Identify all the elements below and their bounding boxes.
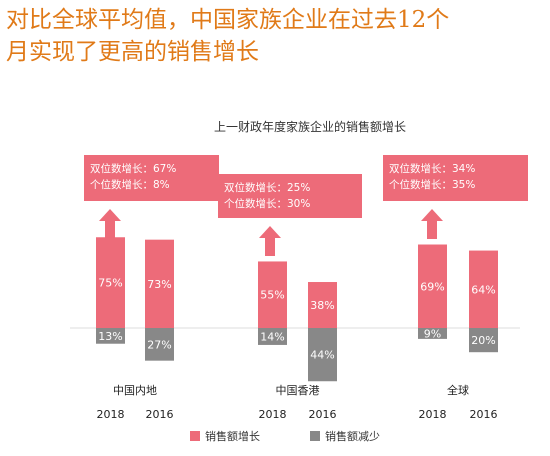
callout-text: 个位数增长：8% <box>90 178 170 191</box>
bar-increase-label: 38% <box>310 299 334 312</box>
bar-increase <box>308 282 337 328</box>
bar-decrease-label: 14% <box>260 330 284 343</box>
group-label: 中国内地 <box>113 383 157 397</box>
headline-line-2: 月实现了更高的销售增长 <box>6 39 259 65</box>
year-label: 2016 <box>146 408 174 421</box>
callout-box <box>218 174 362 218</box>
bar-decrease-label: 9% <box>424 327 441 340</box>
legend-label: 销售额增长 <box>205 429 260 443</box>
callout-text: 双位数增长：34% <box>389 162 475 175</box>
bar-decrease-label: 20% <box>471 334 495 347</box>
bar-increase-label: 64% <box>471 283 495 296</box>
bar-decrease <box>96 328 125 344</box>
headline: 对比全球平均值，中国家族企业在过去12个 月实现了更高的销售增长 <box>6 4 546 68</box>
legend-swatch <box>190 431 200 441</box>
bar-increase <box>258 261 287 328</box>
growth-arrow <box>259 226 281 256</box>
bar-decrease <box>308 328 337 382</box>
bar-decrease <box>145 328 174 361</box>
year-label: 2018 <box>419 408 447 421</box>
year-label: 2016 <box>470 408 498 421</box>
legend-swatch <box>310 431 320 441</box>
growth-arrow <box>99 209 121 239</box>
legend-label: 销售额减少 <box>325 429 380 443</box>
bar-increase-label: 75% <box>98 277 122 290</box>
bar-increase <box>96 237 125 328</box>
callout-text: 双位数增长：67% <box>90 162 176 175</box>
callout-text: 双位数增长：25% <box>224 181 310 194</box>
bar-decrease <box>418 328 447 339</box>
group-label: 全球 <box>447 383 469 397</box>
group-label: 中国香港 <box>276 384 320 397</box>
year-label: 2018 <box>97 408 125 421</box>
bar-decrease-label: 27% <box>147 338 171 351</box>
growth-arrow <box>421 209 443 239</box>
bar-increase-label: 69% <box>420 280 444 293</box>
callout-box <box>84 155 219 201</box>
bar-decrease <box>469 328 498 353</box>
bar-increase <box>418 244 447 328</box>
callout-box <box>383 155 528 201</box>
bar-increase-label: 55% <box>260 289 284 302</box>
bar-increase-label: 73% <box>147 278 171 291</box>
bar-decrease <box>258 328 287 345</box>
headline-line-1: 对比全球平均值，中国家族企业在过去12个 <box>6 7 450 33</box>
bar-increase <box>469 250 498 328</box>
bar-decrease-label: 13% <box>98 330 122 343</box>
year-label: 2018 <box>259 408 287 421</box>
callout-text: 个位数增长：35% <box>389 178 475 191</box>
callout-text: 个位数增长：30% <box>224 197 310 210</box>
bar-decrease-label: 44% <box>310 349 334 362</box>
chart-title: 上一财政年度家族企业的销售额增长 <box>214 119 406 134</box>
year-label: 2016 <box>309 408 337 421</box>
bar-increase <box>145 239 174 328</box>
